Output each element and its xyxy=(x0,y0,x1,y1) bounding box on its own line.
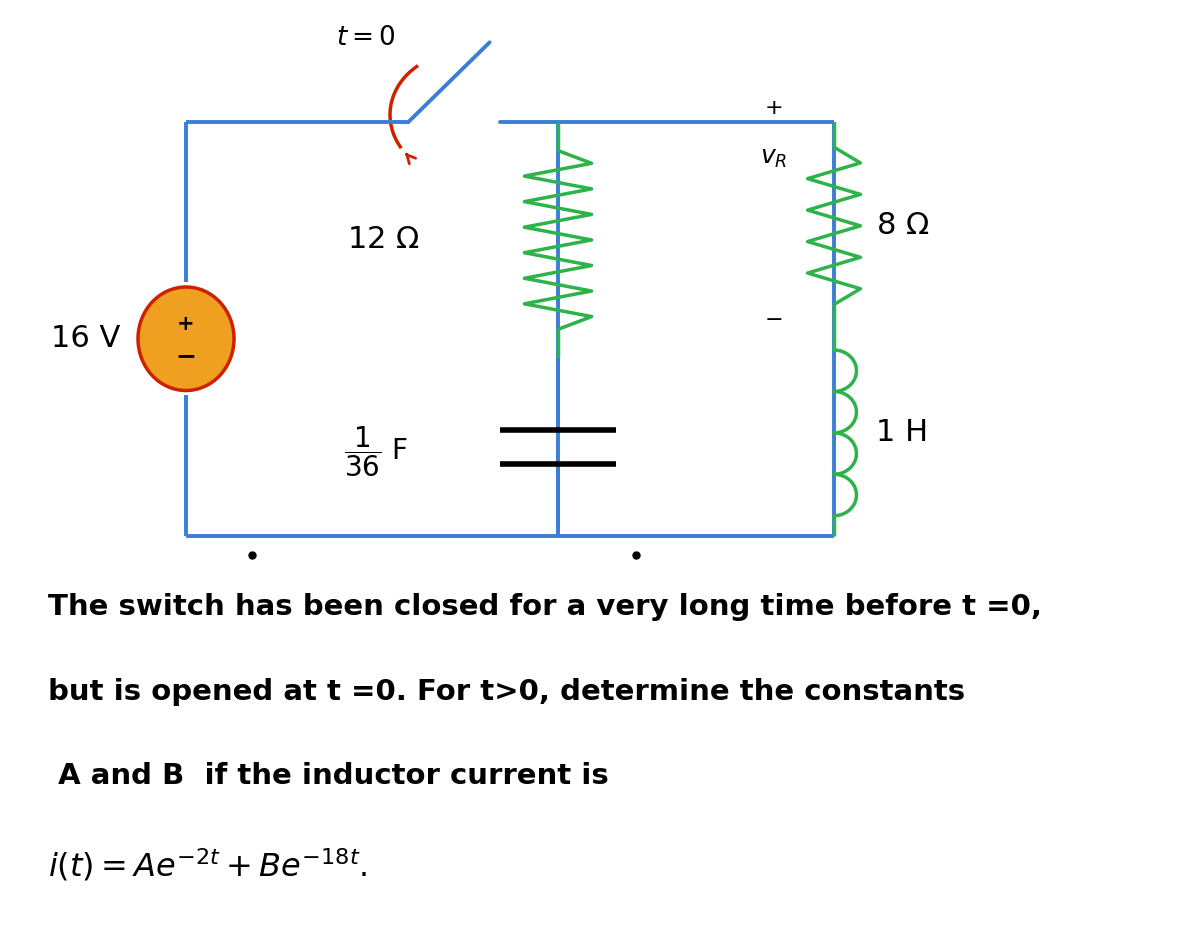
Text: +: + xyxy=(178,313,194,334)
Text: +: + xyxy=(764,98,784,118)
Text: $v_R$: $v_R$ xyxy=(761,146,787,170)
Text: A and B  if the inductor current is: A and B if the inductor current is xyxy=(48,762,608,790)
Text: −: − xyxy=(175,343,197,368)
Ellipse shape xyxy=(138,287,234,391)
Text: The switch has been closed for a very long time before t =0,: The switch has been closed for a very lo… xyxy=(48,593,1042,621)
Text: $i(t) = Ae^{-2t} + Be^{-18t}.$: $i(t) = Ae^{-2t} + Be^{-18t}.$ xyxy=(48,847,367,884)
Text: but is opened at t =0. For t>0, determine the constants: but is opened at t =0. For t>0, determin… xyxy=(48,678,965,706)
Text: 1 H: 1 H xyxy=(876,419,928,447)
Text: $t=0$: $t=0$ xyxy=(336,24,396,51)
Text: −: − xyxy=(764,310,784,330)
Text: 8 $\Omega$: 8 $\Omega$ xyxy=(876,212,929,240)
Text: $\dfrac{1}{36}$ F: $\dfrac{1}{36}$ F xyxy=(344,424,408,479)
Text: 12 $\Omega$: 12 $\Omega$ xyxy=(347,226,420,254)
Text: 16 V: 16 V xyxy=(50,325,120,353)
